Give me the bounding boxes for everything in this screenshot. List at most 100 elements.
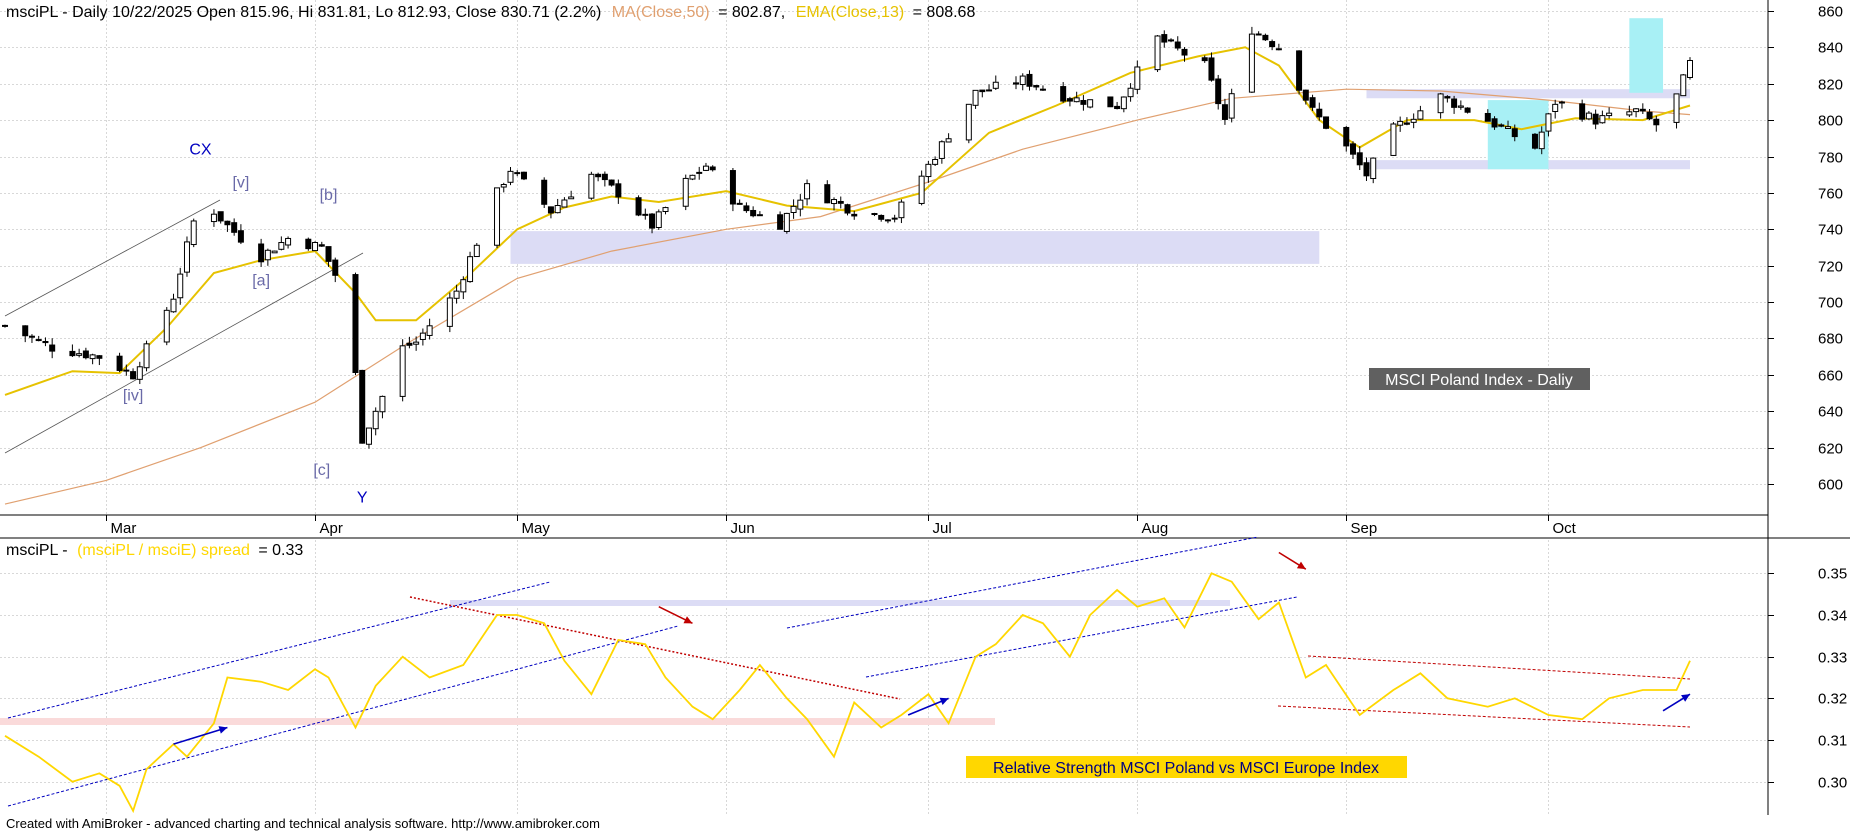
candle [1114,105,1121,110]
spread-series-line [4,572,1691,814]
candle [756,214,763,217]
spread-zone-lavender [450,600,1230,606]
candle [649,213,656,229]
candles [2,26,1693,449]
candle [1275,48,1282,51]
arrow-head [1681,694,1690,702]
candle [1592,113,1599,125]
candle [1363,162,1370,177]
candle [42,340,49,344]
candle [143,343,150,369]
candle [729,170,736,205]
price-zone [1629,18,1664,93]
candle [399,345,406,397]
candle [1033,85,1040,88]
candle [494,187,501,246]
candle [1552,103,1559,112]
candle [210,213,217,223]
candle [945,138,952,143]
candle [1120,96,1127,110]
spread-tick-label: 0.34 [1818,608,1847,625]
candle [500,184,507,188]
candle [1154,35,1161,71]
candle [1370,157,1377,180]
candle [1127,87,1134,98]
candle [1316,108,1323,118]
candle [1302,89,1309,101]
candle [1538,131,1545,150]
channel-2-lower [865,596,1298,678]
downtrend-line [409,596,901,700]
candle [851,213,858,217]
price-tick-label: 600 [1818,477,1843,494]
candle [1039,88,1046,91]
price-label-text: MSCI Poland Index - Daliy [1385,372,1573,389]
candle [790,205,797,213]
candle [28,335,35,338]
candle [453,290,460,299]
candle [608,179,615,186]
candle [372,410,379,430]
candle [709,166,716,171]
candle [965,103,972,141]
candle [1531,133,1538,149]
spread-tick-label: 0.31 [1818,733,1847,750]
candle [285,237,292,246]
candle [1626,111,1633,116]
price-tick-label: 740 [1818,222,1843,239]
channel-3-upper [1307,655,1691,680]
candle [237,230,244,243]
candle [1680,74,1687,97]
candle [831,199,838,205]
candle [1410,118,1417,123]
candle [1511,128,1518,138]
candle [352,274,359,374]
candle [332,259,339,276]
candle [972,89,979,106]
candle [1356,152,1363,166]
candle [1174,41,1181,49]
month-tick-label: Apr [320,520,343,537]
price-pane: CX [v] [b] [a] [iv] [c] Y 600 620 640 660 680 700 72… [0,0,1850,540]
candle [642,213,649,216]
candle [1013,82,1019,85]
candle [1639,108,1646,112]
candle [514,172,521,175]
candle [183,241,190,273]
spread-grid [0,540,1768,815]
wave-label: CX [189,142,212,159]
candle [419,332,426,340]
candle [1579,103,1586,120]
candle [365,427,372,445]
wave-label: Y [357,489,368,506]
candle [325,246,332,262]
candle [932,158,939,165]
price-zone [1487,100,1549,170]
candle [1403,122,1410,125]
candle [1545,113,1552,132]
month-tick-label: Sep [1351,520,1378,537]
candle [1558,101,1565,104]
candle [1026,73,1033,87]
candle [1255,33,1262,36]
candle [783,212,790,232]
candle [22,325,29,337]
candle [871,213,878,216]
candle [49,344,56,352]
candle [898,201,905,219]
candle [359,369,366,444]
candle [568,196,575,200]
price-tick-label: 760 [1818,186,1843,203]
price-tick-label: 620 [1818,441,1843,458]
candle [1653,118,1660,126]
candle [1134,66,1141,90]
candle [689,174,696,180]
candle [231,222,238,233]
candle [655,211,662,228]
candle [588,173,595,199]
candle [878,214,885,220]
candle [1215,78,1222,105]
candle [460,279,467,293]
